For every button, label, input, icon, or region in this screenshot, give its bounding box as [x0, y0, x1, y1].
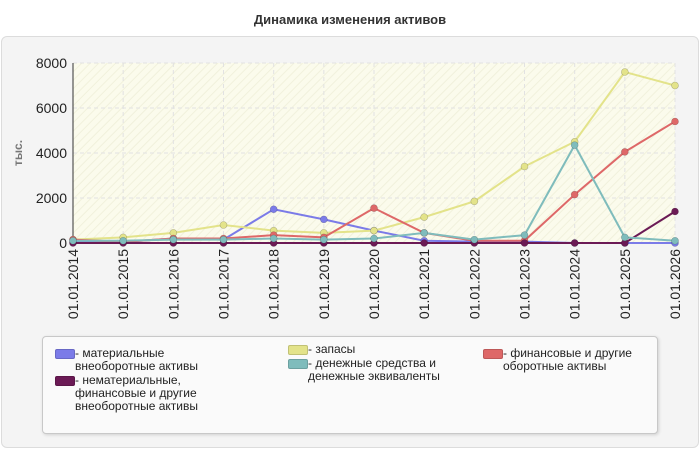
- x-tick-label: 01.01.2014: [65, 249, 81, 319]
- data-point: [169, 235, 178, 244]
- legend-label: - материальные внеоборотные активы: [75, 346, 198, 373]
- x-tick-label: 01.01.2017: [216, 249, 232, 319]
- legend-swatch: [288, 345, 308, 355]
- data-point: [370, 234, 378, 243]
- legend: - материальные внеоборотные активы - запа…: [42, 336, 658, 434]
- data-point: [520, 231, 529, 239]
- data-point: [370, 226, 378, 235]
- data-point: [269, 205, 278, 214]
- data-point: [219, 221, 228, 229]
- y-tick-label: 6000: [36, 100, 67, 116]
- data-point: [570, 190, 579, 199]
- data-point: [470, 197, 479, 206]
- data-point: [420, 213, 428, 221]
- legend-label: - нематериальные, финансовые и другие вн…: [75, 373, 198, 413]
- data-point: [621, 68, 629, 76]
- data-point: [671, 117, 679, 126]
- x-tick-label: 01.01.2024: [567, 249, 583, 319]
- x-tick-label: 01.01.2018: [266, 249, 282, 319]
- x-tick-label: 01.01.2023: [517, 249, 533, 319]
- x-axis-ticks: 01.01.2014 01.01.2015 01.01.2016 01.01.2017…: [65, 249, 683, 319]
- x-tick-label: 01.01.2015: [115, 249, 131, 319]
- data-point: [470, 235, 479, 244]
- data-point: [520, 239, 529, 247]
- data-point: [420, 229, 428, 237]
- data-point: [520, 162, 529, 171]
- legend-swatch: [288, 359, 308, 369]
- legend-label: - денежные средства и денежные эквивален…: [308, 356, 440, 383]
- x-tick-label: 01.01.2022: [466, 249, 482, 319]
- data-point: [219, 235, 228, 244]
- data-point: [570, 239, 579, 247]
- chart-title: Динамика изменения активов: [253, 12, 447, 27]
- data-point: [420, 239, 428, 247]
- data-point: [370, 204, 378, 212]
- y-tick-label: 2000: [36, 190, 67, 206]
- data-point: [320, 235, 328, 244]
- data-point: [621, 233, 629, 242]
- data-point: [69, 236, 77, 245]
- data-point: [119, 236, 127, 245]
- data-point: [671, 81, 679, 90]
- data-point: [671, 207, 679, 216]
- x-tick-label: 01.01.2019: [316, 249, 332, 319]
- x-tick-label: 01.01.2025: [617, 249, 633, 319]
- data-point: [269, 234, 278, 243]
- x-tick-label: 01.01.2016: [165, 249, 181, 319]
- y-axis-label: тыс.: [11, 140, 25, 166]
- data-point: [320, 215, 328, 224]
- series-lines: [69, 68, 679, 247]
- legend-label: - финансовые и другие оборотные активы: [503, 346, 632, 373]
- y-tick-label: 8000: [36, 55, 67, 71]
- y-tick-label: 0: [59, 235, 67, 251]
- x-tick-label: 01.01.2026: [667, 249, 683, 319]
- data-point: [570, 141, 579, 149]
- legend-label: - запасы: [308, 342, 356, 356]
- legend-swatch: [55, 349, 75, 359]
- data-point: [671, 236, 679, 245]
- legend-swatch: [55, 376, 75, 386]
- x-tick-label: 01.01.2021: [416, 249, 432, 319]
- x-tick-label: 01.01.2020: [366, 249, 382, 319]
- data-point: [621, 148, 629, 156]
- y-tick-label: 4000: [36, 145, 67, 161]
- legend-swatch: [483, 349, 503, 359]
